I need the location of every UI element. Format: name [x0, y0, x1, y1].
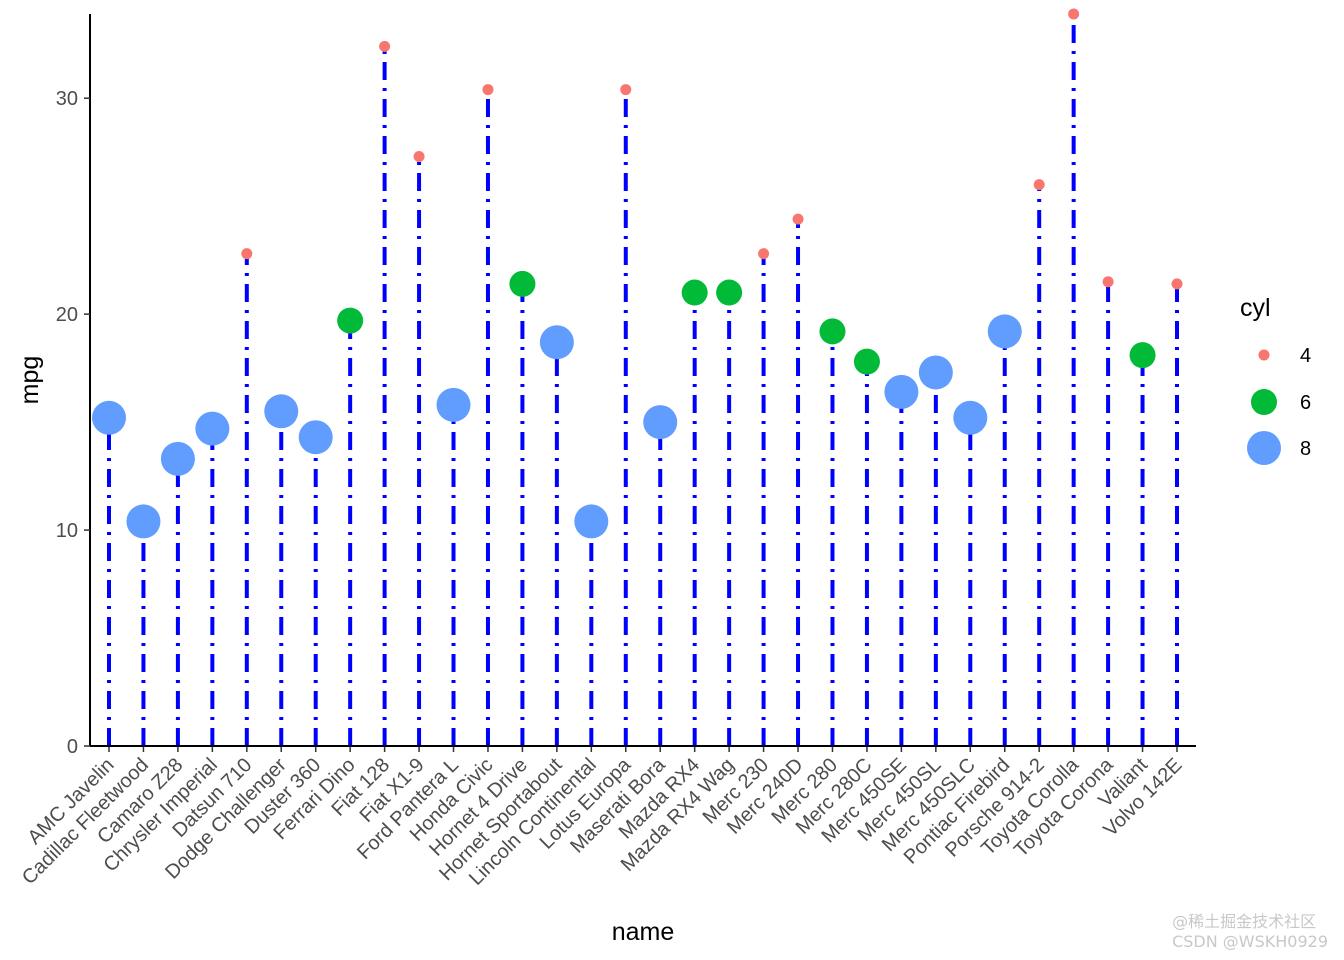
data-point — [413, 151, 425, 163]
legend: cyl 4 6 8 — [1240, 294, 1311, 465]
data-point — [716, 279, 743, 306]
watermark: @稀土掘金技术社区 CSDN @WSKH0929 — [1172, 912, 1328, 952]
data-point — [298, 420, 333, 455]
points-layer — [92, 8, 1183, 539]
data-point — [918, 355, 953, 390]
data-point — [126, 504, 161, 539]
watermark-line-2: CSDN @WSKH0929 — [1172, 932, 1328, 951]
legend-key-6 — [1251, 389, 1277, 415]
y-tick-label: 10 — [56, 520, 78, 542]
legend-label-4: 4 — [1300, 345, 1311, 367]
data-point — [574, 504, 609, 539]
data-point — [195, 411, 230, 446]
data-point — [379, 40, 391, 52]
data-point — [1068, 8, 1080, 20]
y-tick-label: 0 — [67, 736, 78, 758]
data-point — [953, 400, 988, 435]
legend-title: cyl — [1240, 294, 1271, 322]
legend-key-4 — [1258, 349, 1270, 361]
data-point — [1171, 278, 1183, 290]
data-point — [884, 374, 919, 409]
legend-key-8 — [1247, 431, 1281, 465]
data-point — [987, 314, 1022, 349]
data-point — [1102, 276, 1114, 288]
data-point — [643, 405, 678, 440]
data-point — [264, 394, 299, 429]
data-point — [160, 441, 195, 476]
data-point — [241, 248, 253, 260]
y-axis-title: mpg — [16, 356, 44, 405]
data-point — [1033, 179, 1045, 191]
x-axis-title: name — [612, 918, 675, 946]
y-tick-label: 20 — [56, 304, 78, 326]
watermark-line-1: @稀土掘金技术社区 — [1172, 912, 1317, 931]
legend-label-8: 8 — [1300, 438, 1311, 460]
data-point — [92, 400, 126, 435]
data-point — [819, 318, 846, 345]
y-tick-label: 30 — [56, 88, 78, 110]
data-point — [620, 84, 632, 96]
data-point — [681, 279, 708, 306]
data-point — [853, 348, 880, 375]
data-point — [539, 325, 574, 360]
data-point — [758, 248, 770, 260]
data-point — [509, 270, 536, 297]
legend-label-6: 6 — [1300, 392, 1311, 414]
data-point — [436, 387, 471, 422]
data-point — [337, 307, 364, 334]
data-point — [482, 84, 494, 96]
data-point — [792, 213, 804, 225]
stems-layer — [107, 14, 1179, 746]
data-point — [1129, 342, 1156, 369]
